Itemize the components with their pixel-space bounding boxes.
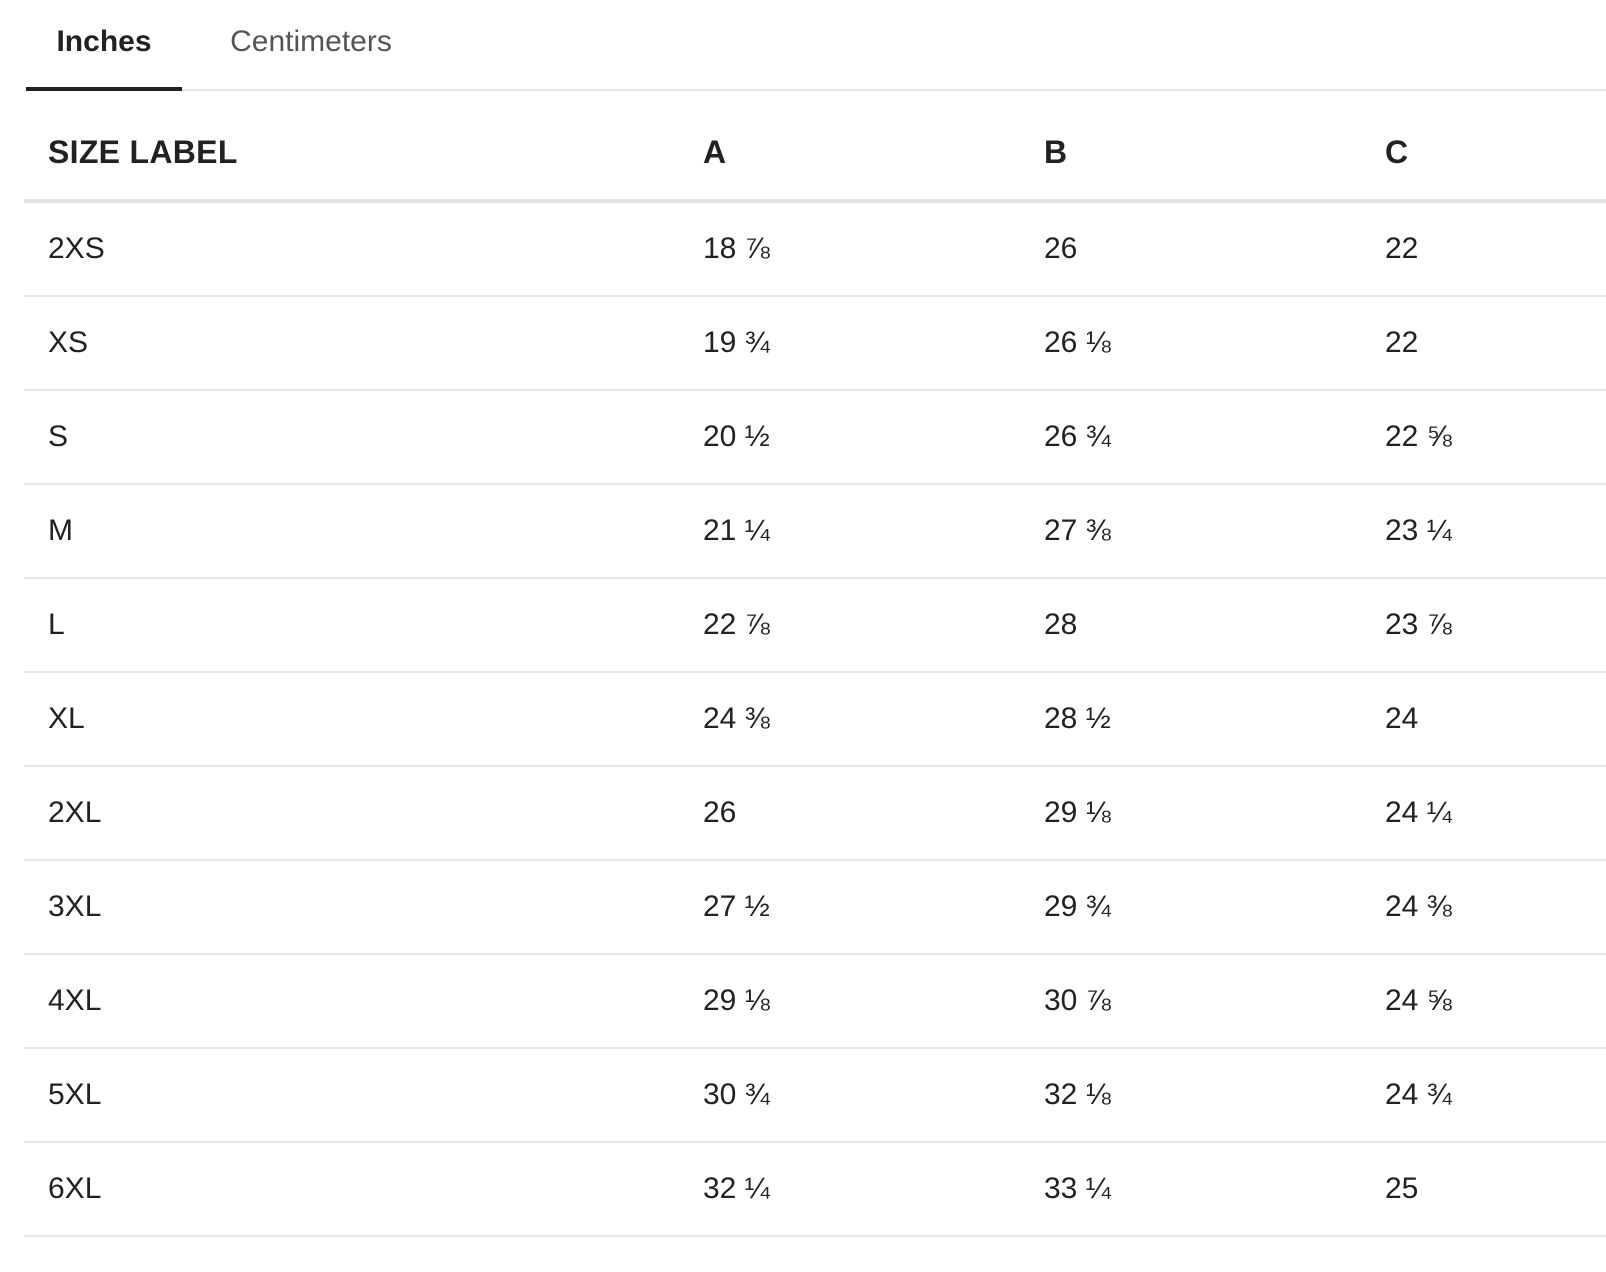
table-row: 6XL 32 ¼ 33 ¼ 25: [24, 1142, 1606, 1237]
cell-a: 27 ½: [679, 860, 1020, 955]
cell-c: 24 ¼: [1361, 766, 1606, 861]
cell-c: 22 ⅝: [1361, 390, 1606, 485]
cell-c: 22: [1361, 201, 1606, 297]
cell-a: 19 ¾: [679, 296, 1020, 391]
cell-b: 27 ⅜: [1020, 484, 1361, 579]
cell-a: 29 ⅛: [679, 954, 1020, 1049]
cell-c: 24 ⅜: [1361, 860, 1606, 955]
cell-b: 26 ¾: [1020, 390, 1361, 485]
size-chart-table: SIZE LABEL A B C 2XS 18 ⅞ 26 22 XS 19 ¾ …: [24, 105, 1606, 1237]
cell-size-label: 2XS: [24, 201, 679, 297]
table-row: 5XL 30 ¾ 32 ⅛ 24 ¾: [24, 1048, 1606, 1143]
table-row: 4XL 29 ⅛ 30 ⅞ 24 ⅝: [24, 954, 1606, 1049]
cell-b: 29 ¾: [1020, 860, 1361, 955]
cell-a: 26: [679, 766, 1020, 861]
unit-tabs: Inches Centimeters: [26, 0, 1606, 91]
cell-a: 24 ⅜: [679, 672, 1020, 767]
cell-a: 18 ⅞: [679, 201, 1020, 297]
table-row: S 20 ½ 26 ¾ 22 ⅝: [24, 390, 1606, 485]
cell-a: 22 ⅞: [679, 578, 1020, 673]
table-row: L 22 ⅞ 28 23 ⅞: [24, 578, 1606, 673]
cell-size-label: 2XL: [24, 766, 679, 861]
cell-b: 28: [1020, 578, 1361, 673]
table-row: 2XL 26 29 ⅛ 24 ¼: [24, 766, 1606, 861]
cell-b: 26 ⅛: [1020, 296, 1361, 391]
cell-size-label: 4XL: [24, 954, 679, 1049]
cell-size-label: 3XL: [24, 860, 679, 955]
cell-c: 22: [1361, 296, 1606, 391]
cell-a: 32 ¼: [679, 1142, 1020, 1237]
cell-size-label: 6XL: [24, 1142, 679, 1237]
cell-a: 21 ¼: [679, 484, 1020, 579]
header-b: B: [1020, 105, 1361, 203]
table-row: M 21 ¼ 27 ⅜ 23 ¼: [24, 484, 1606, 579]
cell-c: 25: [1361, 1142, 1606, 1237]
cell-size-label: XL: [24, 672, 679, 767]
header-a: A: [679, 105, 1020, 203]
cell-size-label: XS: [24, 296, 679, 391]
cell-b: 29 ⅛: [1020, 766, 1361, 861]
cell-b: 33 ¼: [1020, 1142, 1361, 1237]
cell-a: 20 ½: [679, 390, 1020, 485]
cell-size-label: 5XL: [24, 1048, 679, 1143]
table-row: 2XS 18 ⅞ 26 22: [24, 201, 1606, 297]
cell-b: 32 ⅛: [1020, 1048, 1361, 1143]
cell-size-label: M: [24, 484, 679, 579]
tab-centimeters[interactable]: Centimeters: [230, 25, 392, 58]
cell-b: 28 ½: [1020, 672, 1361, 767]
cell-size-label: L: [24, 578, 679, 673]
cell-c: 23 ⅞: [1361, 578, 1606, 673]
cell-a: 30 ¾: [679, 1048, 1020, 1143]
table-row: XS 19 ¾ 26 ⅛ 22: [24, 296, 1606, 391]
table-row: 3XL 27 ½ 29 ¾ 24 ⅜: [24, 860, 1606, 955]
table-row: XL 24 ⅜ 28 ½ 24: [24, 672, 1606, 767]
tab-inches[interactable]: Inches: [26, 0, 182, 91]
cell-c: 24 ⅝: [1361, 954, 1606, 1049]
cell-c: 24: [1361, 672, 1606, 767]
cell-b: 30 ⅞: [1020, 954, 1361, 1049]
cell-c: 24 ¾: [1361, 1048, 1606, 1143]
cell-c: 23 ¼: [1361, 484, 1606, 579]
table-header-row: SIZE LABEL A B C: [24, 105, 1606, 203]
cell-b: 26: [1020, 201, 1361, 297]
header-c: C: [1361, 105, 1606, 203]
header-size-label: SIZE LABEL: [24, 105, 679, 203]
cell-size-label: S: [24, 390, 679, 485]
